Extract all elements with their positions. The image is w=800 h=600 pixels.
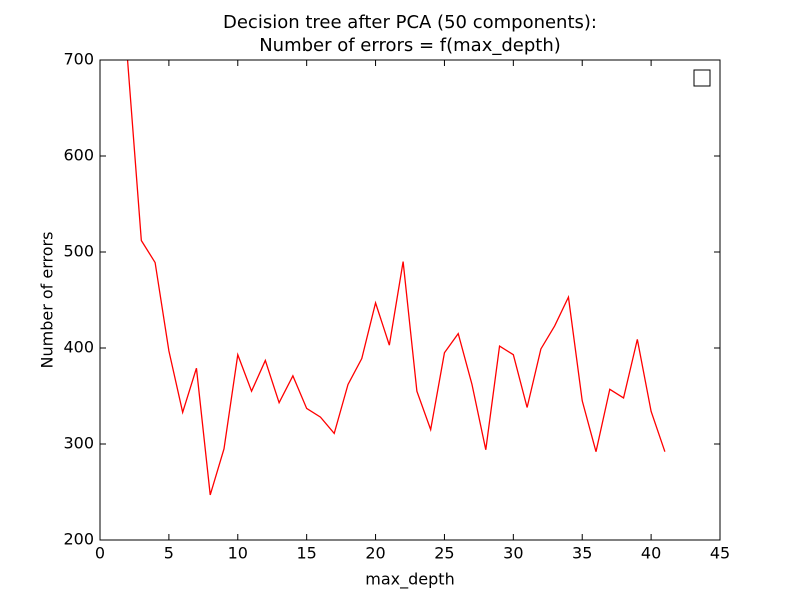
- y-tick-label: 600: [63, 146, 94, 165]
- data-line: [126, 60, 666, 496]
- x-tick-label: 0: [95, 544, 105, 563]
- chart-subtitle: Number of errors = f(max_depth): [259, 35, 561, 56]
- legend-box: [693, 69, 711, 87]
- y-tick-label: 300: [63, 434, 94, 453]
- x-tick-label: 35: [572, 544, 592, 563]
- x-tick-label: 30: [503, 544, 523, 563]
- x-tick-label: 40: [641, 544, 661, 563]
- y-tick-label: 700: [63, 50, 94, 69]
- y-tick-label: 500: [63, 242, 94, 261]
- x-tick-label: 25: [434, 544, 454, 563]
- x-tick-label: 15: [296, 544, 316, 563]
- plot-frame: [99, 59, 721, 541]
- chart-title: Decision tree after PCA (50 components):: [223, 12, 597, 33]
- y-axis-label: Number of errors: [38, 232, 57, 369]
- x-tick-label: 5: [164, 544, 174, 563]
- x-tick-label: 45: [710, 544, 730, 563]
- x-axis-label: max_depth: [365, 570, 454, 590]
- x-tick-label: 10: [228, 544, 248, 563]
- y-tick-label: 200: [63, 530, 94, 549]
- y-tick-label: 400: [63, 338, 94, 357]
- x-tick-label: 20: [365, 544, 385, 563]
